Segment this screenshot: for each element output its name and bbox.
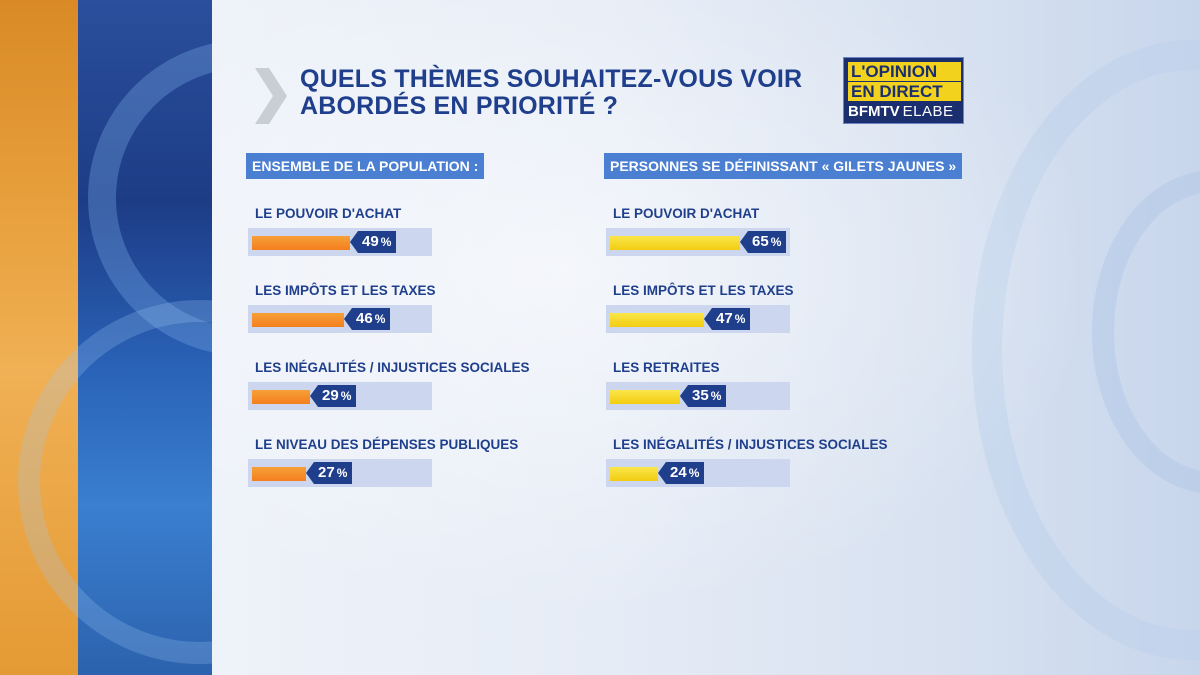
bar <box>610 313 704 327</box>
bar <box>252 467 306 481</box>
bar-track: 35% <box>606 382 790 410</box>
bar-track: 46% <box>248 305 432 333</box>
bar-category-label: LES IMPÔTS ET LES TAXES <box>613 283 794 298</box>
bar-value-label: 65% <box>739 231 787 253</box>
bar-value-label: 24% <box>657 462 705 484</box>
bar-item: LE POUVOIR D'ACHAT 49% <box>248 206 568 276</box>
bar-category-label: LES IMPÔTS ET LES TAXES <box>255 283 436 298</box>
bar-category-label: LES INÉGALITÉS / INJUSTICES SOCIALES <box>613 437 888 452</box>
bar-track: 65% <box>606 228 790 256</box>
bar-value-label: 29% <box>309 385 357 407</box>
bar-value-number: 27 <box>318 464 335 481</box>
bar-category-label: LES INÉGALITÉS / INJUSTICES SOCIALES <box>255 360 530 375</box>
bar-value-unit: % <box>380 235 392 249</box>
logo-brand: BFMTV ELABE <box>848 102 961 121</box>
bar-category-label: LES RETRAITES <box>613 360 720 375</box>
bar <box>610 236 740 250</box>
logo-line-2: EN DIRECT <box>848 82 961 101</box>
bar-value-unit: % <box>374 312 386 326</box>
bar-value-label: 46% <box>343 308 391 330</box>
bar-value-number: 29 <box>322 387 339 404</box>
bar-item: LES RETRAITES 35% <box>606 360 926 430</box>
bar-category-label: LE NIVEAU DES DÉPENSES PUBLIQUES <box>255 437 519 452</box>
page-title: QUELS THÈMES SOUHAITEZ-VOUS VOIR ABORDÉS… <box>300 65 803 120</box>
bar-value-number: 65 <box>752 233 769 250</box>
bar <box>610 467 658 481</box>
bar-item: LES IMPÔTS ET LES TAXES 46% <box>248 283 568 353</box>
blue-side-stripe <box>18 0 404 675</box>
bar-value-number: 47 <box>716 310 733 327</box>
bar <box>252 236 350 250</box>
chevron-right-icon <box>255 68 287 124</box>
opinion-en-direct-logo: L'OPINION EN DIRECT BFMTV ELABE <box>843 57 964 124</box>
bar-value-number: 35 <box>692 387 709 404</box>
logo-partner-name: ELABE <box>902 103 954 120</box>
bar-track: 27% <box>248 459 432 487</box>
bar-value-unit: % <box>770 235 782 249</box>
bar-track: 24% <box>606 459 790 487</box>
bar-item: LE POUVOIR D'ACHAT 65% <box>606 206 926 276</box>
bar-value-unit: % <box>336 466 348 480</box>
bar <box>252 390 310 404</box>
bar <box>610 390 680 404</box>
bar-value-number: 24 <box>670 464 687 481</box>
bar-category-label: LE POUVOIR D'ACHAT <box>613 206 760 221</box>
bar-value-label: 35% <box>679 385 727 407</box>
light-wash <box>212 0 1200 675</box>
bar-track: 49% <box>248 228 432 256</box>
bar-value-number: 46 <box>356 310 373 327</box>
bar-value-unit: % <box>734 312 746 326</box>
bar-item: LE NIVEAU DES DÉPENSES PUBLIQUES 27% <box>248 437 568 507</box>
bar-value-unit: % <box>688 466 700 480</box>
logo-brand-name: BFMTV <box>848 103 900 120</box>
bar-item: LES IMPÔTS ET LES TAXES 47% <box>606 283 926 353</box>
panel-header-gilets-jaunes: PERSONNES SE DÉFINISSANT « GILETS JAUNES… <box>604 153 963 179</box>
bar-track: 47% <box>606 305 790 333</box>
content-panel <box>212 0 1200 675</box>
bar-value-label: 49% <box>349 231 397 253</box>
bar-track: 29% <box>248 382 432 410</box>
bar-item: LES INÉGALITÉS / INJUSTICES SOCIALES 29% <box>248 360 568 430</box>
panel-header-population: ENSEMBLE DE LA POPULATION : <box>246 153 485 179</box>
bar-value-unit: % <box>710 389 722 403</box>
bar-category-label: LE POUVOIR D'ACHAT <box>255 206 402 221</box>
bar <box>252 313 344 327</box>
bar-item: LES INÉGALITÉS / INJUSTICES SOCIALES 24% <box>606 437 926 507</box>
bar-value-label: 47% <box>703 308 751 330</box>
logo-line-1: L'OPINION <box>848 62 961 81</box>
bar-value-number: 49 <box>362 233 379 250</box>
bar-value-label: 27% <box>305 462 353 484</box>
bar-value-unit: % <box>340 389 352 403</box>
